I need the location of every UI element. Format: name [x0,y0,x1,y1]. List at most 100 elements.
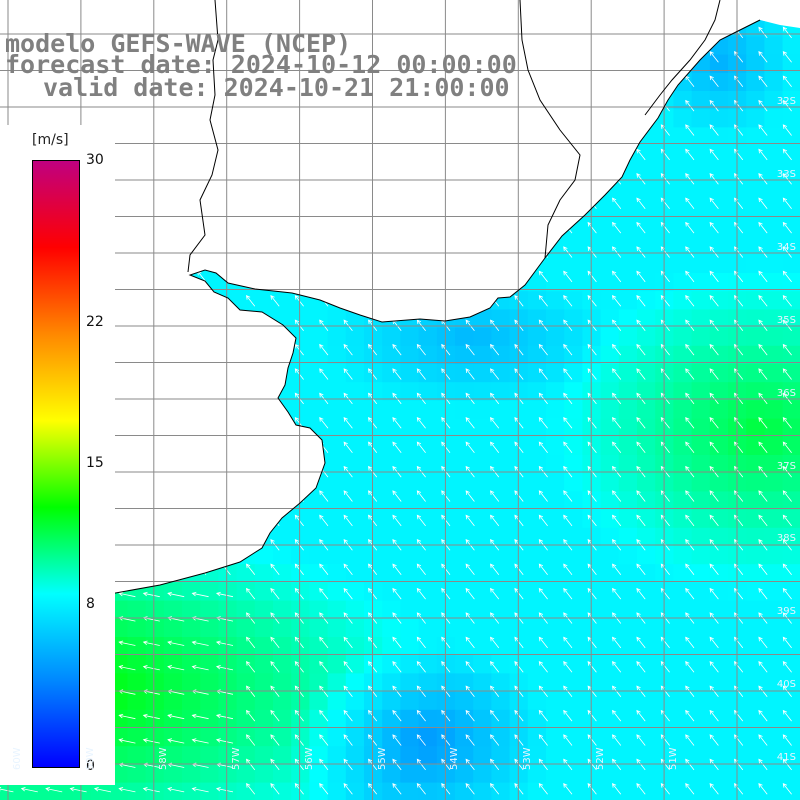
wind-speed-cell [364,637,383,656]
wind-speed-cell [200,655,219,674]
wind-speed-cell [691,182,711,201]
wind-speed-cell [618,655,638,674]
wind-speed-cell [600,600,620,620]
wind-arrow [782,783,792,795]
wind-speed-cell [782,200,800,219]
wind-speed-cell [309,546,329,565]
wind-speed-cell [473,655,492,674]
wind-speed-cell [236,564,256,583]
wind-speed-cell [782,400,800,420]
wind-speed-cell [600,691,620,711]
wind-speed-cell [127,764,147,784]
wind-speed-cell [364,728,383,747]
wind-speed-cell [673,273,693,292]
wind-speed-cell [546,709,565,729]
wind-speed-cell [564,455,583,474]
wind-speed-cell [163,764,183,784]
wind-speed-cell [546,418,565,438]
wind-speed-cell [400,782,420,800]
wind-speed-cell [600,455,620,474]
wind-speed-cell [709,218,729,238]
coastline [0,19,761,616]
latitude-label: 37S [776,460,796,472]
wind-arrow [191,665,209,671]
colorbar-unit-label: [m/s] [32,132,69,148]
wind-speed-cell [546,673,565,693]
wind-speed-cell [382,418,401,438]
wind-speed-cell [782,655,800,674]
wind-speed-cell [145,746,165,765]
wind-speed-cell [200,782,219,800]
wind-speed-cell [327,546,347,565]
wind-arrow [489,368,500,380]
wind-speed-cell [709,618,729,638]
wind-arrow [416,343,426,356]
wind-speed-cell [509,327,529,347]
wind-arrow [758,51,768,63]
wind-speed-cell [782,127,800,147]
wind-speed-cell [455,436,474,456]
wind-arrow [465,417,475,429]
wind-speed-cell [673,345,693,365]
wind-speed-cell [546,291,565,310]
wind-speed-cell [509,364,529,383]
wind-speed-cell [309,728,329,747]
wind-speed-cell [364,564,383,583]
wind-speed-cell [382,655,401,674]
wind-speed-cell [637,254,656,274]
wind-speed-cell [746,491,765,511]
wind-speed-cell [546,546,565,565]
wind-speed-cell [400,436,420,456]
wind-speed-cell [382,455,401,474]
wind-speed-cell [400,673,420,693]
wind-speed-cell [236,691,256,711]
wind-speed-cell [691,618,711,638]
wind-speed-cell [709,254,729,274]
wind-speed-cell [436,491,456,511]
wind-speed-cell [382,691,401,711]
wind-speed-cell [527,582,547,602]
wind-speed-cell [418,637,438,656]
wind-speed-cell [382,364,401,383]
wind-speed-cell [618,455,638,474]
wind-speed-cell [327,709,347,729]
wind-arrow [587,734,597,746]
wind-speed-cell [637,564,656,583]
wind-speed-cell [691,254,711,274]
wind-speed-cell [345,382,365,401]
wind-speed-cell [364,491,383,511]
wind-speed-cell [364,436,383,456]
wind-speed-cell [273,291,292,310]
wind-arrow [782,148,792,161]
wind-speed-cell [546,491,565,511]
wind-speed-cell [527,509,547,529]
wind-speed-cell [637,618,656,638]
wind-speed-cell [327,309,347,329]
wind-speed-cell [709,236,729,256]
wind-speed-cell [509,673,529,693]
wind-speed-cell [382,400,401,420]
wind-speed-cell [127,728,147,747]
wind-arrow [343,441,353,453]
wind-speed-cell [509,582,529,602]
wind-speed-cell [673,655,693,674]
wind-speed-cell [709,728,729,747]
wind-speed-cell [309,400,329,420]
wind-arrow [538,368,548,380]
wind-speed-cell [145,600,165,620]
wind-arrow [343,368,353,380]
wind-speed-cell [527,691,547,711]
wind-arrow [611,783,622,795]
wind-speed-cell [309,345,329,365]
wind-arrow [563,295,573,307]
wind-arrow [758,661,768,673]
wind-arrow [514,417,524,429]
wind-speed-cell [364,418,383,438]
wind-arrow [587,490,597,502]
wind-speed-cell [691,200,711,219]
wind-speed-cell [345,582,365,602]
wind-speed-cell [564,236,583,256]
wind-speed-cell [782,509,800,529]
wind-speed-cell [345,564,365,583]
wind-speed-cell [637,491,656,511]
